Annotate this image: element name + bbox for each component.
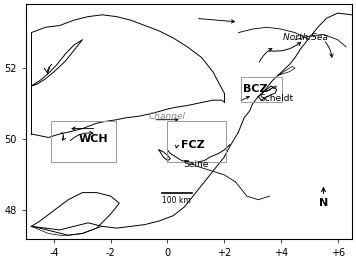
Bar	[167, 122, 226, 162]
Text: Seine: Seine	[183, 160, 209, 169]
Text: WCH: WCH	[79, 134, 109, 144]
Text: Channel: Channel	[149, 112, 186, 121]
Text: FCZ: FCZ	[181, 140, 205, 150]
Text: North Sea: North Sea	[283, 34, 328, 42]
Text: Scheldt: Scheldt	[260, 94, 294, 103]
Bar	[241, 77, 282, 102]
Bar	[51, 122, 116, 162]
Text: 100 km: 100 km	[162, 196, 191, 205]
Text: N: N	[319, 198, 328, 208]
Text: BCZ: BCZ	[243, 84, 268, 94]
